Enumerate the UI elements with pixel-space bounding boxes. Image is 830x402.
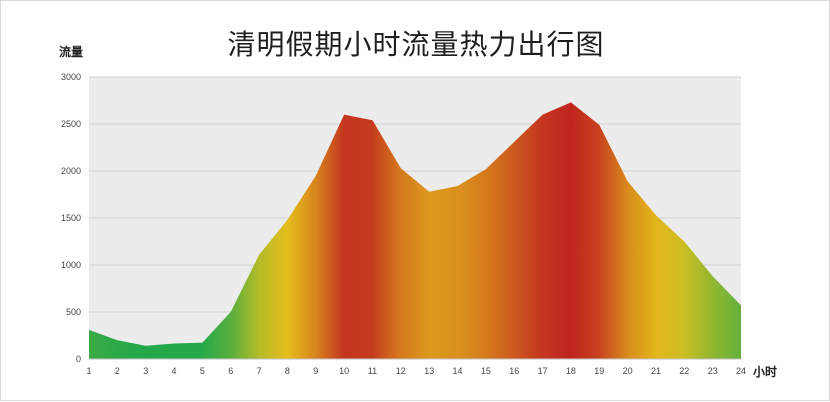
x-tick-label: 6 xyxy=(228,366,233,376)
x-tick-label: 3 xyxy=(143,366,148,376)
y-tick-label: 2500 xyxy=(61,119,81,129)
y-tick-label: 1000 xyxy=(61,260,81,270)
y-tick-label: 2000 xyxy=(61,166,81,176)
x-tick-label: 2 xyxy=(115,366,120,376)
x-tick-label: 8 xyxy=(285,366,290,376)
x-tick-label: 5 xyxy=(200,366,205,376)
y-tick-label: 3000 xyxy=(61,72,81,82)
x-tick-label: 24 xyxy=(736,366,746,376)
x-tick-label: 17 xyxy=(538,366,548,376)
x-tick-label: 14 xyxy=(452,366,462,376)
x-tick-label: 20 xyxy=(623,366,633,376)
x-tick-label: 10 xyxy=(339,366,349,376)
x-tick-label: 22 xyxy=(679,366,689,376)
y-tick-label: 0 xyxy=(76,354,81,364)
x-tick-label: 13 xyxy=(424,366,434,376)
x-tick-label: 19 xyxy=(594,366,604,376)
x-tick-label: 7 xyxy=(257,366,262,376)
x-tick-label: 4 xyxy=(171,366,176,376)
x-tick-label: 18 xyxy=(566,366,576,376)
x-tick-label: 1 xyxy=(86,366,91,376)
x-tick-label: 12 xyxy=(396,366,406,376)
x-tick-label: 21 xyxy=(651,366,661,376)
x-tick-label: 16 xyxy=(509,366,519,376)
x-tick-label: 23 xyxy=(708,366,718,376)
x-tick-label: 9 xyxy=(313,366,318,376)
x-tick-label: 15 xyxy=(481,366,491,376)
x-tick-label: 11 xyxy=(368,366,377,376)
y-tick-label: 500 xyxy=(66,307,81,317)
y-tick-label: 1500 xyxy=(61,213,81,223)
